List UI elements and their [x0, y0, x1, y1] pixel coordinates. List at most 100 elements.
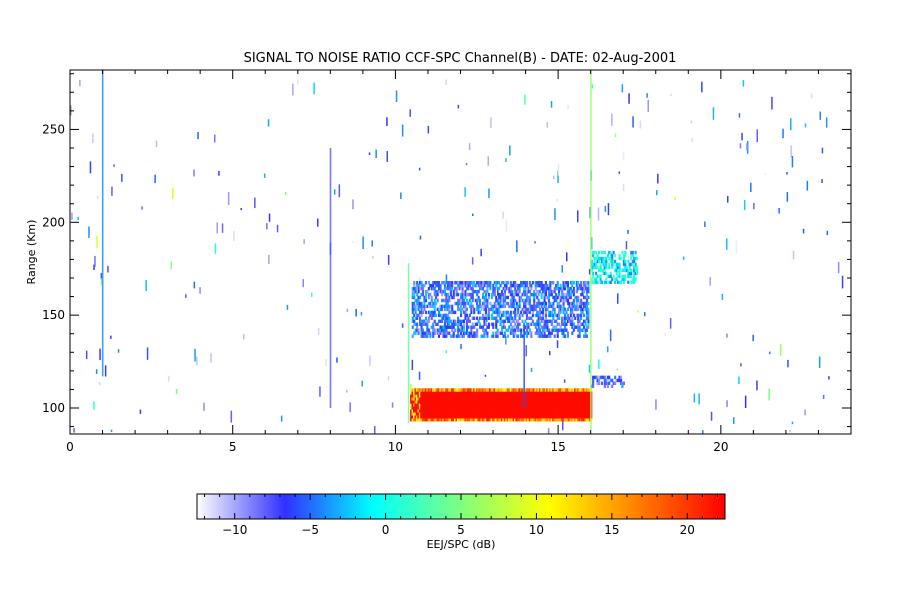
heatmap-cell — [214, 134, 216, 143]
heatmap-cell — [439, 400, 442, 404]
heatmap-cell — [477, 388, 480, 392]
heatmap-cell — [462, 400, 465, 404]
heatmap-cell — [536, 304, 539, 309]
heatmap-cell — [572, 406, 575, 410]
heatmap-cell — [418, 397, 421, 401]
heatmap-cell — [430, 391, 433, 395]
heatmap-cell — [521, 397, 524, 401]
heatmap-cell — [614, 277, 617, 281]
heatmap-cell — [575, 388, 578, 392]
heatmap-cell — [492, 412, 495, 416]
heatmap-cell — [566, 283, 569, 288]
heatmap-cell — [443, 292, 446, 297]
heatmap-cell — [518, 298, 521, 303]
heatmap-cell — [575, 415, 578, 419]
heatmap-cell — [701, 81, 703, 93]
heatmap-cell — [483, 283, 486, 288]
heatmap-cell — [464, 283, 467, 288]
heatmap-cell — [587, 301, 590, 306]
heatmap-cell — [489, 412, 492, 416]
heatmap-cell — [582, 409, 585, 413]
heatmap-cell — [531, 412, 534, 416]
heatmap-cell — [559, 310, 562, 315]
heatmap-cell — [482, 292, 485, 297]
heatmap-cell — [571, 301, 574, 306]
heatmap-cell — [517, 304, 520, 309]
heatmap-cell — [547, 298, 550, 303]
heatmap-cell — [546, 121, 548, 128]
heatmap-cell — [497, 406, 500, 410]
heatmap-cell — [477, 412, 480, 416]
heatmap-cell — [528, 403, 531, 407]
heatmap-cell — [429, 310, 432, 315]
heatmap-cell — [549, 400, 552, 404]
heatmap-cell — [603, 259, 606, 264]
heatmap-cell — [530, 286, 533, 291]
heatmap-cell — [432, 286, 435, 291]
heatmap-cell — [558, 391, 561, 395]
heatmap-cell — [478, 418, 481, 422]
heatmap-cell — [512, 334, 515, 338]
heatmap-cell — [604, 205, 607, 212]
heatmap-cell — [503, 418, 506, 422]
heatmap-cell — [443, 409, 446, 413]
heatmap-cell — [550, 394, 553, 398]
heatmap-cell — [100, 278, 103, 285]
heatmap-cell — [628, 265, 631, 270]
heatmap-cell — [476, 412, 479, 416]
heatmap-cell — [540, 292, 543, 297]
heatmap-cell — [413, 406, 416, 410]
heatmap-cell — [547, 304, 550, 309]
heatmap-cell — [609, 329, 612, 342]
heatmap-cell — [566, 313, 569, 318]
heatmap-cell — [572, 403, 575, 407]
heatmap-cell — [480, 307, 483, 312]
heatmap-cell — [484, 412, 487, 416]
heatmap-cell — [471, 412, 474, 416]
heatmap-cell — [452, 319, 455, 323]
heatmap-cell — [544, 418, 547, 422]
heatmap-cell — [484, 418, 487, 422]
heatmap-cell — [439, 415, 442, 419]
heatmap-cell — [421, 322, 424, 326]
heatmap-cell — [411, 319, 414, 323]
heatmap-cell — [582, 406, 585, 410]
heatmap-cell — [603, 280, 606, 284]
heatmap-cell — [605, 265, 608, 270]
heatmap-cell — [549, 388, 552, 392]
heatmap-cell — [484, 331, 487, 335]
heatmap-cell — [487, 415, 490, 419]
colorbar-tick-label: 10 — [529, 523, 544, 537]
heatmap-cell — [511, 289, 514, 294]
heatmap-cell — [517, 334, 520, 338]
heatmap-cell — [603, 256, 606, 261]
heatmap-cell — [411, 289, 414, 294]
heatmap-cell — [496, 400, 499, 404]
heatmap-cell — [527, 307, 530, 312]
heatmap-cell — [547, 310, 550, 315]
heatmap-cell — [512, 415, 515, 419]
heatmap-cell — [486, 394, 489, 398]
heatmap-cell — [470, 403, 473, 407]
heatmap-cell — [484, 415, 487, 419]
heatmap-cell — [621, 268, 624, 273]
heatmap-cell — [484, 403, 487, 407]
heatmap-cell — [503, 397, 506, 401]
heatmap-cell — [528, 307, 531, 312]
heatmap-cell — [538, 391, 541, 395]
heatmap-cell — [556, 403, 559, 407]
heatmap-cell — [810, 93, 813, 99]
heatmap-cell — [486, 286, 489, 291]
heatmap-cell — [455, 415, 458, 419]
heatmap-cell — [501, 313, 504, 318]
heatmap-cell — [568, 289, 571, 294]
heatmap-cell — [484, 295, 487, 300]
heatmap-cell — [534, 281, 537, 285]
heatmap-cell — [521, 400, 524, 404]
heatmap-cell — [442, 406, 445, 410]
heatmap-cell — [443, 334, 446, 338]
heatmap-cell — [452, 412, 455, 416]
heatmap-cell — [566, 412, 569, 416]
heatmap-cell — [468, 409, 471, 413]
heatmap-cell — [438, 310, 441, 315]
